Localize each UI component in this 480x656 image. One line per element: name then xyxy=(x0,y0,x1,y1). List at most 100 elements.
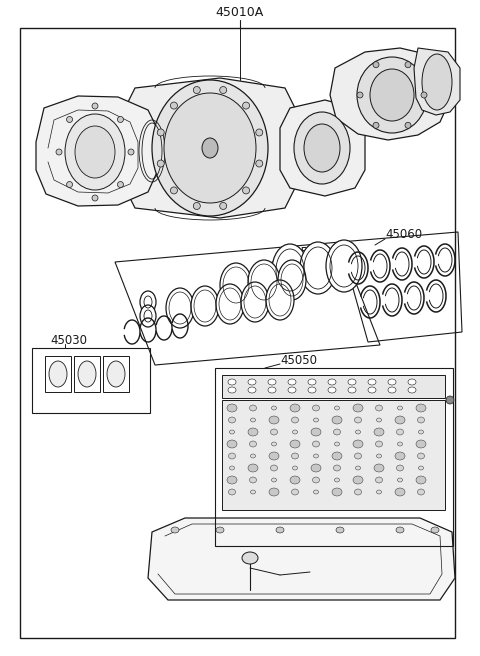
Ellipse shape xyxy=(272,244,308,296)
Ellipse shape xyxy=(140,291,156,313)
Ellipse shape xyxy=(313,418,319,422)
Ellipse shape xyxy=(242,552,258,564)
Ellipse shape xyxy=(227,404,237,412)
Ellipse shape xyxy=(375,441,383,447)
Ellipse shape xyxy=(376,490,382,494)
Ellipse shape xyxy=(328,387,336,393)
Ellipse shape xyxy=(170,102,178,109)
Ellipse shape xyxy=(313,454,319,458)
Polygon shape xyxy=(330,48,450,140)
Ellipse shape xyxy=(228,489,236,495)
Ellipse shape xyxy=(170,187,178,194)
Ellipse shape xyxy=(336,527,344,533)
Ellipse shape xyxy=(311,464,321,472)
Ellipse shape xyxy=(397,442,403,446)
Ellipse shape xyxy=(418,417,424,423)
Ellipse shape xyxy=(272,406,276,410)
Ellipse shape xyxy=(216,527,224,533)
Ellipse shape xyxy=(396,429,404,435)
Ellipse shape xyxy=(419,466,423,470)
Ellipse shape xyxy=(334,429,340,435)
Ellipse shape xyxy=(376,454,382,458)
Ellipse shape xyxy=(288,387,296,393)
Ellipse shape xyxy=(107,361,125,387)
Ellipse shape xyxy=(56,149,62,155)
Ellipse shape xyxy=(290,476,300,484)
Ellipse shape xyxy=(242,102,250,109)
Ellipse shape xyxy=(373,122,379,129)
Ellipse shape xyxy=(251,418,255,422)
Ellipse shape xyxy=(157,160,164,167)
Ellipse shape xyxy=(328,379,336,385)
Ellipse shape xyxy=(256,160,263,167)
Ellipse shape xyxy=(228,453,236,459)
Ellipse shape xyxy=(250,477,256,483)
Ellipse shape xyxy=(256,129,263,136)
Ellipse shape xyxy=(291,489,299,495)
Ellipse shape xyxy=(408,387,416,393)
Ellipse shape xyxy=(374,464,384,472)
Ellipse shape xyxy=(164,93,256,203)
Polygon shape xyxy=(222,375,445,398)
Ellipse shape xyxy=(308,379,316,385)
Polygon shape xyxy=(148,518,455,600)
Ellipse shape xyxy=(356,430,360,434)
Ellipse shape xyxy=(396,465,404,471)
Ellipse shape xyxy=(353,404,363,412)
Ellipse shape xyxy=(374,428,384,436)
Ellipse shape xyxy=(395,452,405,460)
Ellipse shape xyxy=(335,442,339,446)
Ellipse shape xyxy=(332,488,342,496)
Ellipse shape xyxy=(397,478,403,482)
Ellipse shape xyxy=(294,112,350,184)
Ellipse shape xyxy=(375,477,383,483)
Ellipse shape xyxy=(269,416,279,424)
Text: 45010A: 45010A xyxy=(216,7,264,20)
Ellipse shape xyxy=(395,416,405,424)
Ellipse shape xyxy=(292,466,298,470)
Ellipse shape xyxy=(92,195,98,201)
Ellipse shape xyxy=(266,280,294,320)
Polygon shape xyxy=(125,78,295,218)
Ellipse shape xyxy=(332,416,342,424)
Ellipse shape xyxy=(348,379,356,385)
Bar xyxy=(103,356,129,392)
Ellipse shape xyxy=(300,242,336,294)
Text: 45060: 45060 xyxy=(385,228,422,241)
Ellipse shape xyxy=(355,489,361,495)
Ellipse shape xyxy=(251,490,255,494)
Ellipse shape xyxy=(416,476,426,484)
Ellipse shape xyxy=(312,405,320,411)
Ellipse shape xyxy=(446,396,454,404)
Ellipse shape xyxy=(268,387,276,393)
Ellipse shape xyxy=(334,465,340,471)
Ellipse shape xyxy=(272,478,276,482)
Ellipse shape xyxy=(311,428,321,436)
Ellipse shape xyxy=(348,387,356,393)
Ellipse shape xyxy=(357,57,427,133)
Ellipse shape xyxy=(49,361,67,387)
Ellipse shape xyxy=(278,260,306,300)
Ellipse shape xyxy=(332,452,342,460)
Polygon shape xyxy=(222,400,445,510)
Ellipse shape xyxy=(229,466,235,470)
Ellipse shape xyxy=(375,405,383,411)
Bar xyxy=(32,348,150,413)
Ellipse shape xyxy=(376,418,382,422)
Ellipse shape xyxy=(157,129,164,136)
Ellipse shape xyxy=(78,361,96,387)
Ellipse shape xyxy=(304,124,340,172)
Ellipse shape xyxy=(408,379,416,385)
Ellipse shape xyxy=(193,87,200,94)
Ellipse shape xyxy=(292,430,298,434)
Ellipse shape xyxy=(227,440,237,448)
Ellipse shape xyxy=(271,429,277,435)
Ellipse shape xyxy=(268,379,276,385)
Ellipse shape xyxy=(395,488,405,496)
Ellipse shape xyxy=(248,428,258,436)
Ellipse shape xyxy=(220,263,252,307)
Ellipse shape xyxy=(191,286,219,326)
Ellipse shape xyxy=(271,465,277,471)
Ellipse shape xyxy=(388,387,396,393)
Ellipse shape xyxy=(313,490,319,494)
